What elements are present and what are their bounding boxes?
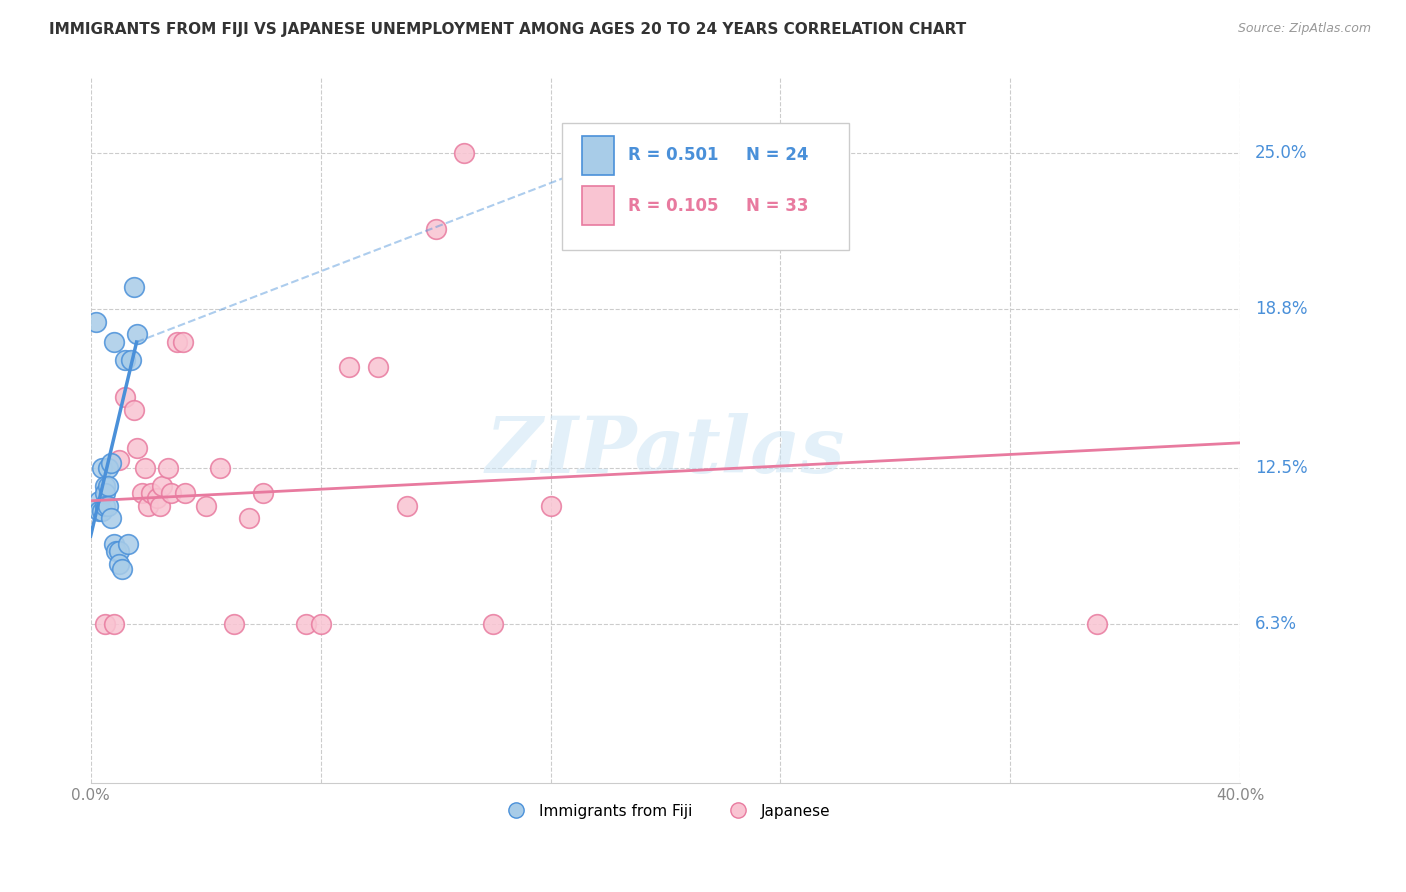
Point: [103, 617, 125, 632]
Legend: Immigrants from Fiji, Japanese: Immigrants from Fiji, Japanese: [495, 797, 837, 825]
Point: [94, 478, 117, 492]
Point: [125, 441, 148, 455]
Point: [94, 617, 117, 632]
Point: [97, 499, 120, 513]
Text: R = 0.501: R = 0.501: [627, 146, 718, 164]
Point: [136, 499, 159, 513]
Point: [174, 486, 197, 500]
Point: [89, 504, 111, 518]
Text: 18.8%: 18.8%: [1254, 301, 1308, 318]
Text: Source: ZipAtlas.com: Source: ZipAtlas.com: [1237, 22, 1371, 36]
FancyBboxPatch shape: [562, 123, 849, 251]
Point: [160, 486, 183, 500]
Point: [131, 486, 153, 500]
Point: [224, 617, 246, 632]
Point: [100, 456, 122, 470]
Text: R = 0.105: R = 0.105: [627, 197, 718, 215]
Text: 6.3%: 6.3%: [1254, 615, 1296, 633]
Point: [91, 504, 114, 518]
Bar: [582, 136, 614, 175]
Point: [152, 478, 174, 492]
Point: [100, 511, 122, 525]
Point: [238, 511, 260, 525]
Point: [145, 491, 167, 506]
Point: [125, 327, 148, 342]
Text: 12.5%: 12.5%: [1254, 459, 1308, 477]
Point: [108, 453, 131, 467]
Point: [157, 461, 180, 475]
Point: [1085, 617, 1108, 632]
Point: [395, 499, 418, 513]
Point: [86, 315, 108, 329]
Point: [453, 146, 475, 161]
Point: [166, 334, 188, 349]
Point: [117, 536, 139, 550]
Point: [91, 461, 114, 475]
Point: [134, 461, 156, 475]
Point: [111, 562, 134, 576]
Point: [194, 499, 217, 513]
Point: [309, 617, 332, 632]
Point: [103, 536, 125, 550]
Point: [295, 617, 318, 632]
Point: [103, 334, 125, 349]
Text: 25.0%: 25.0%: [1254, 144, 1308, 162]
Point: [540, 499, 562, 513]
Point: [108, 544, 131, 558]
Text: IMMIGRANTS FROM FIJI VS JAPANESE UNEMPLOYMENT AMONG AGES 20 TO 24 YEARS CORRELAT: IMMIGRANTS FROM FIJI VS JAPANESE UNEMPLO…: [49, 22, 966, 37]
Point: [337, 360, 360, 375]
Point: [149, 499, 172, 513]
Point: [108, 557, 131, 571]
Point: [97, 478, 120, 492]
Text: N = 33: N = 33: [747, 197, 808, 215]
Point: [482, 617, 505, 632]
Point: [172, 334, 194, 349]
Point: [105, 544, 128, 558]
Point: [94, 486, 117, 500]
Text: N = 24: N = 24: [747, 146, 808, 164]
Point: [122, 403, 145, 417]
Point: [120, 352, 142, 367]
Point: [114, 391, 136, 405]
Point: [208, 461, 231, 475]
Point: [97, 461, 120, 475]
Point: [425, 221, 447, 235]
Text: ZIPatlas: ZIPatlas: [486, 413, 845, 490]
Point: [122, 279, 145, 293]
Point: [89, 493, 111, 508]
Point: [139, 486, 162, 500]
Point: [367, 360, 389, 375]
Bar: [582, 186, 614, 225]
Point: [94, 499, 117, 513]
Point: [252, 486, 274, 500]
Point: [114, 352, 136, 367]
